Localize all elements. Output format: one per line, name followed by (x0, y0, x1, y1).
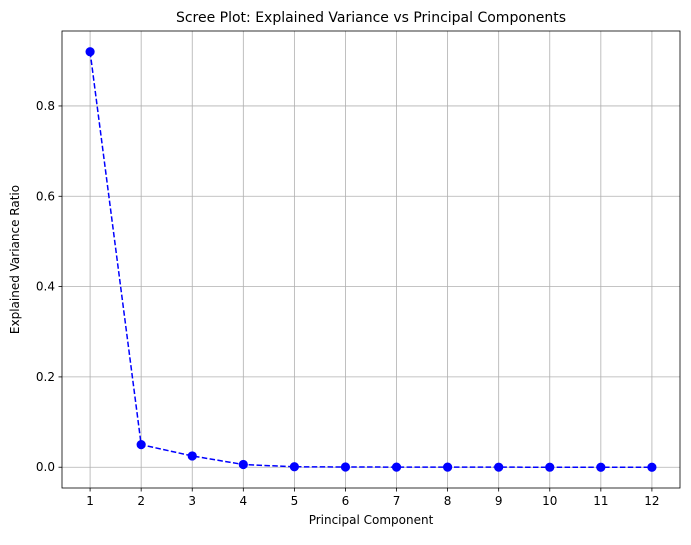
x-tick-label: 12 (644, 494, 659, 508)
ticks-layer: 1 2 3 4 5 6 7 8 9 10 11 120.00.20.40.60.8 (36, 99, 660, 508)
y-axis-label: Explained Variance Ratio (8, 185, 22, 334)
chart-title: Scree Plot: Explained Variance vs Princi… (176, 10, 566, 26)
data-point (136, 440, 146, 450)
data-point (187, 451, 197, 461)
data-point (647, 462, 657, 472)
y-tick-label: 0.0 (36, 460, 55, 474)
data-point (494, 462, 504, 472)
x-tick-label: 11 (593, 494, 608, 508)
x-tick-label: 9 (495, 494, 503, 508)
y-tick-label: 0.8 (36, 99, 55, 113)
data-point (340, 462, 351, 472)
x-tick-label: 1 (86, 494, 94, 508)
x-tick-label: 3 (188, 494, 196, 508)
x-tick-label: 2 (137, 494, 145, 508)
data-point (391, 462, 402, 472)
x-axis-label: Principal Component (309, 513, 434, 527)
data-point (85, 47, 95, 57)
plot-frame (61, 30, 681, 489)
x-tick-label: 8 (444, 494, 452, 508)
x-tick-label: 5 (291, 494, 299, 508)
series-line (89, 51, 652, 468)
data-point (443, 462, 453, 472)
series-layer (85, 47, 657, 472)
data-point (545, 462, 555, 472)
data-point (289, 462, 299, 472)
x-tick-label: 7 (393, 494, 401, 508)
y-tick-label: 0.6 (36, 189, 55, 203)
x-tick-label: 6 (342, 494, 350, 508)
y-tick-label: 0.4 (36, 280, 55, 294)
x-tick-label: 10 (542, 494, 557, 508)
x-tick-label: 4 (239, 494, 247, 508)
grid-layer (62, 31, 680, 488)
axes-layer (61, 30, 681, 489)
data-point (596, 462, 606, 472)
data-point (238, 459, 248, 470)
y-tick-label: 0.2 (36, 370, 55, 384)
